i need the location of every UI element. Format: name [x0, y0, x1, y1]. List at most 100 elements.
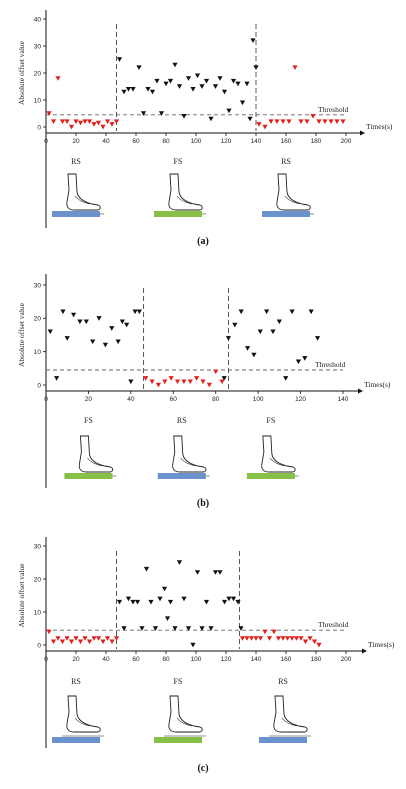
data-point-red [248, 636, 255, 641]
x-tick-label: 180 [311, 656, 322, 663]
y-tick-label: 0 [37, 124, 41, 131]
data-point-red [55, 636, 61, 641]
data-point-black [47, 329, 53, 335]
sensor-bar-green [246, 473, 295, 479]
data-point-red [322, 119, 328, 124]
x-axis-label: Times(s) [364, 380, 391, 389]
foot-outline [261, 435, 296, 473]
data-point-red [181, 379, 187, 385]
data-point-red [104, 119, 111, 124]
x-tick-label: 40 [127, 396, 135, 403]
data-point-black [145, 87, 151, 92]
data-point-black [235, 81, 241, 87]
data-point-red [91, 122, 97, 127]
x-axis-label: Times(s) [368, 640, 395, 649]
data-point-red [149, 379, 155, 385]
data-point-red [253, 636, 259, 641]
data-point-black [225, 336, 232, 341]
y-axis-label: Absolute offset value [17, 40, 26, 105]
x-tick-label: 60 [132, 656, 140, 663]
phase-label: RS [177, 416, 187, 425]
foot-on-sensor-icon [272, 173, 314, 215]
data-point-black [212, 570, 219, 575]
data-point-black [161, 586, 168, 592]
x-tick-label: 80 [162, 656, 170, 663]
sensor-bar-blue [52, 737, 100, 743]
x-tick-label: 20 [72, 138, 80, 145]
x-axis-label: Times(s) [366, 122, 393, 131]
data-point-black [164, 616, 171, 621]
data-point-black [148, 599, 154, 605]
x-tick-label: 180 [311, 138, 322, 145]
foot-outline [66, 173, 101, 211]
data-point-black [149, 89, 156, 95]
phase-label: FS [174, 157, 183, 166]
data-point-red [316, 642, 322, 648]
foot-outline [276, 173, 311, 211]
foot-outline [168, 173, 203, 211]
data-point-black [212, 84, 219, 89]
foot-outline [168, 695, 203, 733]
x-tick-label: 140 [251, 138, 262, 145]
data-point-black [121, 89, 127, 95]
data-point-black [244, 346, 251, 351]
data-point-red [113, 636, 120, 641]
panel-label: (c) [197, 763, 208, 774]
data-point-black [257, 329, 263, 335]
data-point-black [283, 376, 289, 381]
data-point-red [104, 636, 111, 641]
data-point-black [124, 322, 130, 328]
data-point-black [203, 78, 210, 84]
data-point-red [100, 639, 106, 645]
x-tick-label: 100 [253, 396, 264, 403]
foot-detail [176, 195, 193, 205]
data-point-red [311, 639, 318, 645]
foot-detail [281, 717, 298, 727]
foot-on-sensor-icon [256, 435, 299, 477]
y-axis-label: Absolute offset value [17, 302, 26, 367]
y-tick-label: 20 [34, 70, 42, 77]
data-point-red [262, 124, 268, 130]
data-point-red [244, 636, 250, 641]
data-point-red [109, 122, 115, 127]
data-point-red [59, 639, 66, 645]
data-point-red [50, 119, 57, 124]
data-point-black [90, 339, 96, 345]
foot-detail [176, 717, 193, 727]
data-point-black [217, 570, 223, 575]
data-point-black [102, 342, 108, 348]
x-tick-label: 160 [281, 656, 292, 663]
data-point-black [308, 309, 314, 315]
data-point-black [154, 78, 160, 84]
data-point-red [50, 639, 57, 645]
data-point-black [185, 76, 192, 81]
data-point-black [172, 62, 178, 68]
data-point-black [190, 642, 196, 648]
data-point-red [275, 636, 282, 641]
data-point-red [340, 119, 346, 124]
y-tick-label: 20 [34, 316, 42, 323]
panel-label: (b) [197, 498, 209, 509]
data-point-red [328, 119, 334, 124]
data-point-red [174, 379, 181, 385]
data-point-red [298, 119, 304, 124]
data-point-red [46, 629, 52, 635]
sensor-bar-green [154, 211, 202, 217]
x-tick-label: 80 [162, 138, 170, 145]
data-point-red [206, 382, 212, 388]
data-point-black [199, 626, 205, 631]
data-point-black [132, 309, 138, 315]
y-tick-label: 10 [34, 609, 42, 616]
data-point-black [121, 626, 127, 631]
data-point-red [284, 636, 291, 641]
data-point-black [143, 566, 150, 572]
data-point-black [128, 379, 134, 385]
data-point-black [208, 116, 214, 122]
data-point-red [73, 636, 79, 641]
sensor-bar-green [154, 737, 202, 743]
data-point-red [268, 119, 274, 124]
sensor-bar-blue [259, 737, 307, 743]
data-point-red [293, 636, 300, 641]
data-point-black [140, 111, 147, 116]
